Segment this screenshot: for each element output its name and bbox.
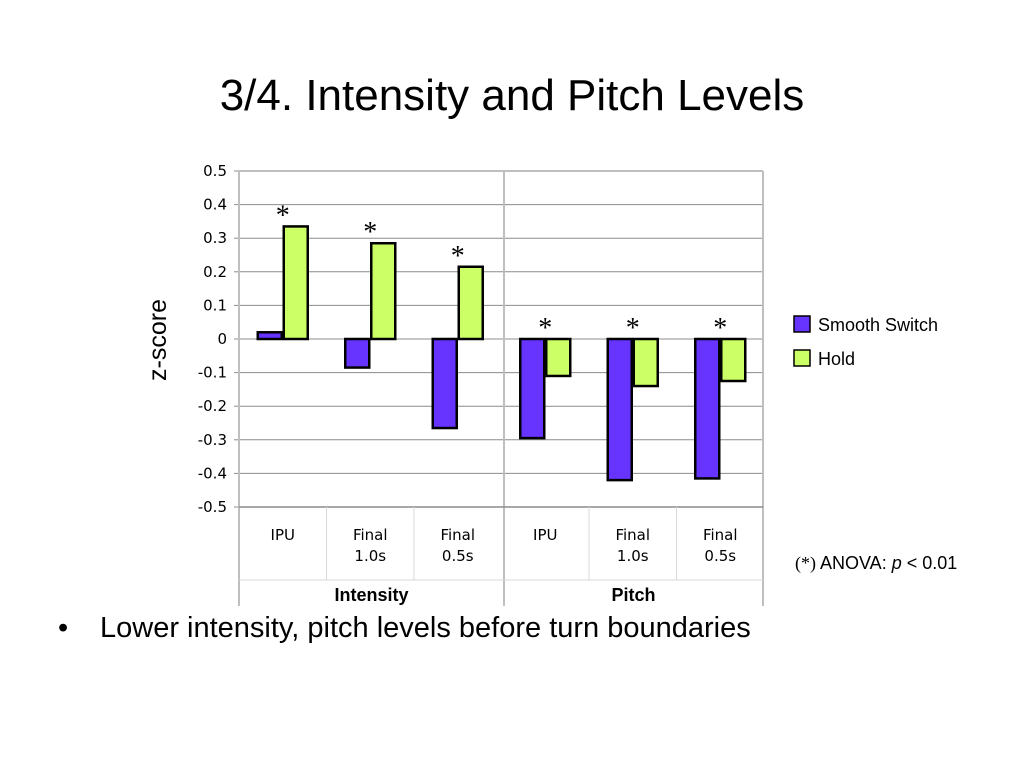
y-tick-label: 0.1 bbox=[203, 296, 227, 314]
bullet-marker: • bbox=[58, 612, 69, 644]
significance-note-threshold: < 0.01 bbox=[902, 553, 958, 573]
significance-note-marker: (*) bbox=[795, 553, 816, 574]
significance-marker: * bbox=[538, 313, 552, 344]
y-axis-label: z-score bbox=[144, 299, 172, 381]
bar-hold bbox=[282, 225, 309, 341]
legend-label-smooth-switch: Smooth Switch bbox=[818, 315, 938, 335]
y-tick-label: -0.1 bbox=[198, 364, 227, 382]
category-label: 0.5s bbox=[442, 547, 474, 565]
category-label: 1.0s bbox=[617, 547, 649, 565]
category-label: Final bbox=[440, 526, 475, 544]
bar-chart: 0.5 0.4 0.3 0.2 0.1 0 -0.1 -0.2 -0.3 -0.4 -0.5 IPU *… bbox=[144, 162, 957, 606]
bullet-text: Lower intensity, pitch levels before tur… bbox=[100, 612, 751, 644]
bar-smooth-switch bbox=[256, 331, 283, 341]
y-tick-label: 0 bbox=[217, 330, 227, 348]
significance-note-text: ANOVA: bbox=[816, 553, 892, 573]
significance-note-p: p bbox=[891, 553, 902, 573]
y-tick-label: 0.4 bbox=[203, 196, 227, 214]
group-label: Intensity bbox=[334, 585, 408, 605]
bar-smooth-switch bbox=[431, 337, 458, 430]
y-tick-label: -0.4 bbox=[198, 464, 227, 482]
category-label: IPU bbox=[271, 526, 295, 544]
bar-smooth-switch bbox=[606, 337, 633, 482]
bar-smooth-switch bbox=[344, 337, 371, 369]
legend-swatch-hold bbox=[793, 349, 811, 367]
significance-marker: * bbox=[626, 313, 640, 344]
significance-note: (*) ANOVA: p < 0.01 bbox=[795, 553, 957, 574]
category-label-area bbox=[239, 507, 763, 580]
slide-title: 3/4. Intensity and Pitch Levels bbox=[219, 71, 805, 120]
y-tick-label: 0.5 bbox=[203, 162, 227, 180]
significance-marker: * bbox=[451, 241, 465, 272]
bar-hold bbox=[632, 337, 659, 388]
category-label: 1.0s bbox=[354, 547, 386, 565]
bar-smooth-switch bbox=[519, 337, 546, 440]
significance-marker: * bbox=[363, 217, 377, 248]
bar-hold bbox=[545, 337, 572, 378]
category-label: Final bbox=[703, 526, 738, 544]
legend-swatch-smooth-switch bbox=[793, 315, 811, 333]
y-tick-label: 0.2 bbox=[203, 263, 227, 281]
y-tick-label: -0.3 bbox=[198, 431, 227, 449]
legend: Smooth Switch Hold bbox=[793, 315, 938, 369]
group-label: Pitch bbox=[611, 585, 655, 605]
legend-label-hold: Hold bbox=[818, 349, 855, 369]
bar-smooth-switch bbox=[694, 337, 721, 480]
category-label: 0.5s bbox=[704, 547, 736, 565]
significance-marker: * bbox=[713, 313, 727, 344]
bar-hold bbox=[370, 241, 397, 341]
y-tick-label: -0.5 bbox=[198, 498, 227, 516]
y-tick-label: -0.2 bbox=[198, 397, 227, 415]
category-label: Final bbox=[615, 526, 650, 544]
bar-hold bbox=[720, 337, 747, 383]
significance-marker: * bbox=[276, 200, 290, 231]
category-label: Final bbox=[353, 526, 388, 544]
bar-hold bbox=[457, 265, 484, 341]
category-label: IPU bbox=[533, 526, 557, 544]
y-tick-label: 0.3 bbox=[203, 229, 227, 247]
